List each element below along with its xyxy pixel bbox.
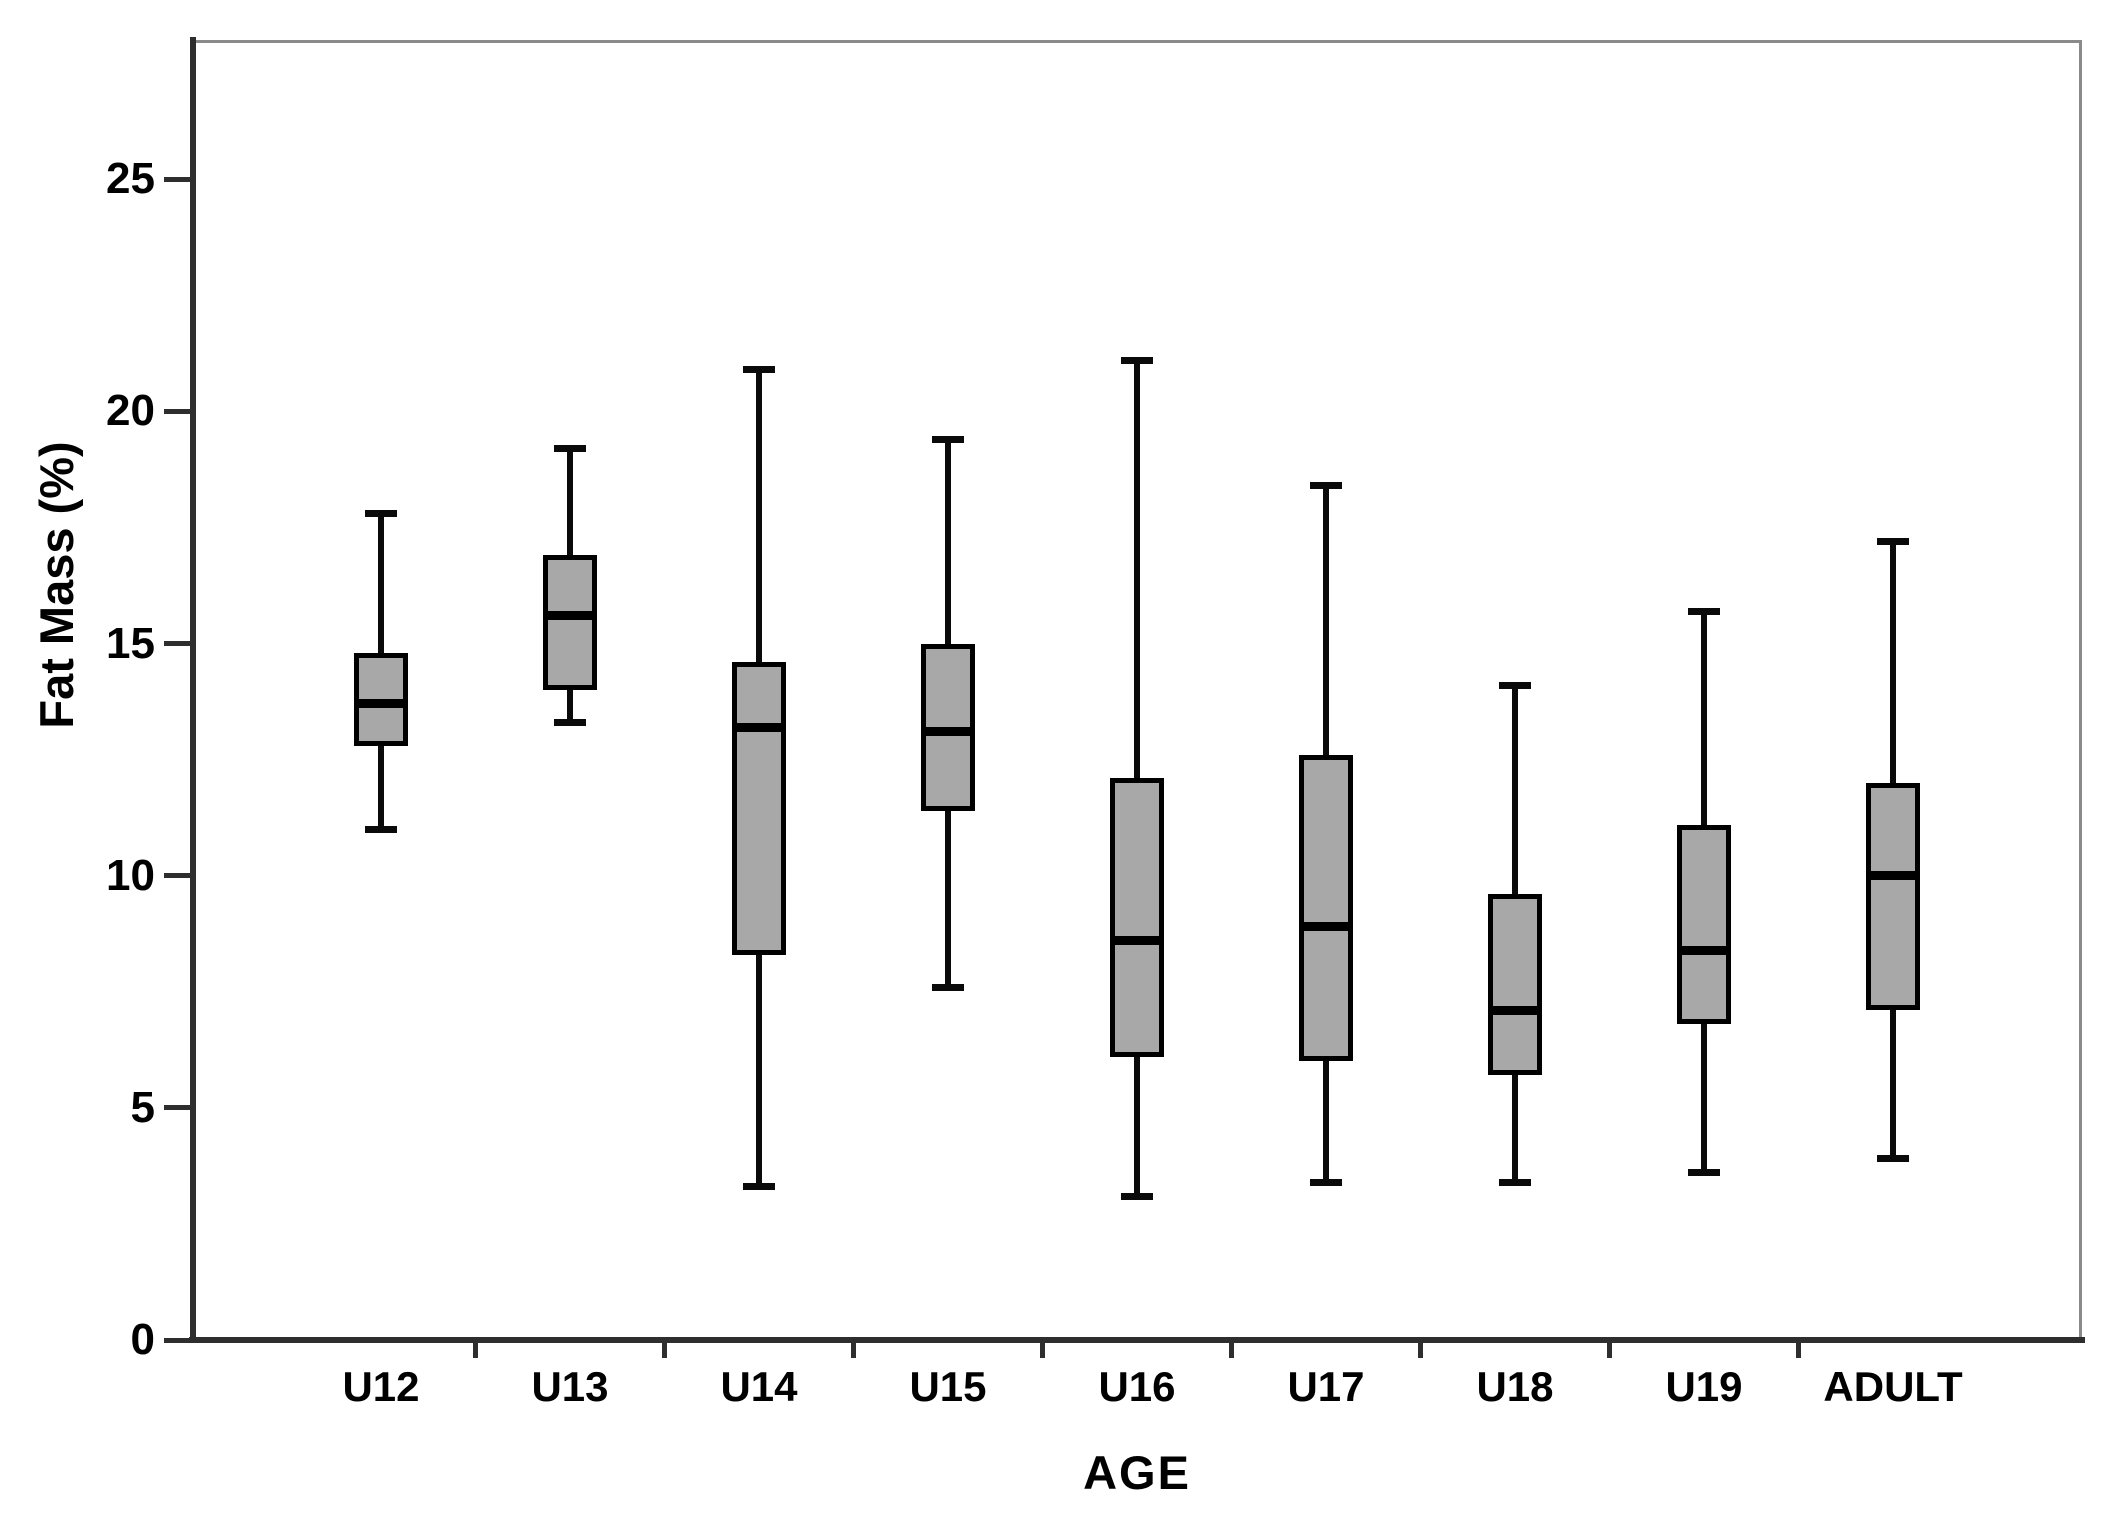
upper-whisker-cap-U16 [1121, 356, 1153, 364]
lower-whisker-cap-U14 [743, 1183, 775, 1191]
y-tick-label: 15 [106, 618, 155, 668]
upper-whisker-U19 [1701, 611, 1707, 825]
x-tick [1418, 1340, 1423, 1358]
upper-whisker-cap-U15 [932, 435, 964, 443]
median-line-U13 [543, 611, 597, 621]
box-U18 [1488, 894, 1542, 1076]
upper-whisker-cap-U14 [743, 366, 775, 374]
box-U13 [543, 555, 597, 690]
y-tick [164, 1337, 192, 1343]
upper-whisker-U16 [1134, 360, 1140, 779]
x-tick [1040, 1340, 1045, 1358]
x-tick [851, 1340, 856, 1358]
x-tick [1229, 1340, 1234, 1358]
category-label-U12: U12 [342, 1363, 420, 1410]
y-tick [164, 641, 192, 647]
median-line-U19 [1677, 945, 1731, 955]
median-line-ADULT [1866, 871, 1920, 881]
lower-whisker-cap-U17 [1310, 1178, 1342, 1186]
median-line-U18 [1488, 1005, 1542, 1015]
median-line-U15 [921, 727, 975, 737]
y-tick-label: 25 [106, 154, 155, 204]
x-tick [662, 1340, 667, 1358]
box-U14 [732, 662, 786, 955]
lower-whisker-cap-U16 [1121, 1192, 1153, 1200]
upper-whisker-U12 [378, 513, 384, 653]
y-tick [164, 873, 192, 879]
y-tick [164, 408, 192, 414]
lower-whisker-cap-U13 [554, 719, 586, 726]
upper-whisker-cap-U18 [1499, 681, 1531, 689]
lower-whisker-ADULT [1890, 1010, 1896, 1159]
category-label-U14: U14 [720, 1363, 798, 1410]
upper-whisker-U15 [945, 439, 951, 644]
median-line-U12 [354, 699, 408, 709]
lower-whisker-cap-ADULT [1877, 1155, 1909, 1163]
lower-whisker-U17 [1323, 1061, 1329, 1183]
lower-whisker-cap-U15 [932, 983, 964, 991]
lower-whisker-U14 [756, 954, 762, 1187]
median-line-U16 [1110, 936, 1164, 946]
upper-whisker-U13 [567, 448, 573, 556]
upper-whisker-cap-U17 [1310, 482, 1342, 490]
lower-whisker-U16 [1134, 1056, 1140, 1197]
median-line-U14 [732, 722, 786, 732]
y-tick [164, 1105, 192, 1111]
lower-whisker-cap-U12 [365, 825, 397, 833]
x-tick [473, 1340, 478, 1358]
y-tick-label: 20 [106, 386, 155, 436]
upper-whisker-ADULT [1890, 541, 1896, 783]
y-tick-label: 5 [130, 1082, 155, 1132]
category-label-U13: U13 [531, 1363, 609, 1410]
lower-whisker-U15 [945, 810, 951, 988]
upper-whisker-cap-ADULT [1877, 537, 1909, 545]
upper-whisker-cap-U19 [1688, 607, 1720, 615]
box-U15 [921, 643, 975, 811]
lower-whisker-U19 [1701, 1024, 1707, 1173]
median-line-U17 [1299, 922, 1353, 932]
x-tick [1796, 1340, 1801, 1358]
plot-area [164, 37, 2085, 1358]
y-tick-label: 10 [106, 850, 155, 900]
y-tick [164, 176, 192, 182]
category-label-U18: U18 [1476, 1363, 1554, 1410]
upper-whisker-cap-U13 [554, 445, 586, 453]
box-U12 [354, 652, 408, 746]
y-axis-line [190, 37, 196, 1343]
box-U16 [1110, 778, 1164, 1057]
upper-whisker-cap-U12 [365, 510, 397, 518]
upper-whisker-U17 [1323, 485, 1329, 755]
box-ADULT [1866, 782, 1920, 1011]
lower-whisker-U12 [378, 745, 384, 830]
category-label-U17: U17 [1287, 1363, 1365, 1410]
category-label-ADULT: ADULT [1823, 1363, 1963, 1410]
upper-whisker-U14 [756, 369, 762, 663]
category-label-U19: U19 [1665, 1363, 1743, 1410]
category-label-U15: U15 [909, 1363, 987, 1410]
lower-whisker-U13 [567, 690, 573, 723]
x-axis-title: AGE [1083, 1446, 1191, 1499]
box-U17 [1299, 755, 1353, 1062]
category-label-U16: U16 [1098, 1363, 1176, 1410]
lower-whisker-cap-U18 [1499, 1178, 1531, 1186]
x-tick [1607, 1340, 1612, 1358]
upper-whisker-U18 [1512, 685, 1518, 895]
y-axis-title: Fat Mass (%) [30, 441, 83, 729]
y-tick-label: 0 [130, 1315, 155, 1364]
box-U19 [1677, 824, 1731, 1025]
lower-whisker-cap-U19 [1688, 1169, 1720, 1177]
lower-whisker-U18 [1512, 1075, 1518, 1183]
x-axis-line [189, 1337, 2085, 1343]
